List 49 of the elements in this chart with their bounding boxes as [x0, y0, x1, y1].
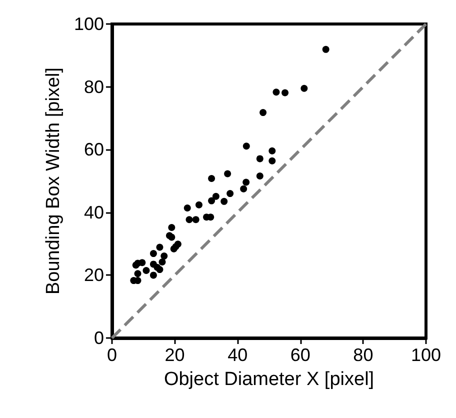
x-tick-label: 0	[106, 345, 118, 365]
point	[174, 240, 182, 248]
point	[282, 89, 289, 96]
y-tick-label: 0	[94, 328, 104, 348]
y-axis-title: Bounding Box Width [pixel]	[43, 67, 64, 295]
point	[240, 185, 248, 192]
x-tick-label: 20	[164, 345, 185, 365]
y-tick-label: 40	[84, 202, 104, 222]
point	[160, 252, 168, 260]
y-tick-label: 20	[84, 265, 104, 286]
point	[208, 197, 216, 204]
point	[168, 234, 176, 241]
point	[186, 216, 193, 224]
point	[195, 201, 202, 208]
point	[300, 84, 308, 92]
x-tick-label: 40	[228, 345, 248, 365]
point	[268, 147, 276, 154]
point	[224, 170, 232, 178]
point	[242, 142, 250, 150]
point	[158, 258, 166, 266]
y-tick-label: 60	[84, 140, 104, 160]
point	[226, 190, 234, 198]
point	[184, 204, 191, 212]
point	[242, 178, 250, 186]
point	[168, 224, 176, 231]
point	[256, 155, 264, 162]
point	[272, 88, 280, 96]
y-tick-label: 80	[84, 76, 104, 97]
point	[156, 266, 164, 274]
point	[142, 266, 150, 274]
point	[322, 46, 330, 53]
x-axis-title: Object Diameter X [pixel]	[164, 369, 374, 390]
point	[138, 259, 146, 266]
point	[150, 272, 157, 279]
x-tick-label: 60	[290, 345, 310, 365]
point	[192, 216, 200, 224]
point	[156, 244, 164, 251]
point	[208, 174, 216, 182]
point	[207, 214, 214, 221]
point	[268, 157, 276, 164]
point	[212, 192, 220, 200]
point	[150, 250, 157, 258]
point	[256, 172, 264, 180]
x-tick-label: 100	[410, 345, 442, 365]
y-tick-label: 100	[74, 14, 104, 34]
point	[260, 109, 267, 116]
point	[220, 198, 228, 205]
x-tick-label: 80	[353, 345, 374, 365]
point	[134, 270, 142, 278]
